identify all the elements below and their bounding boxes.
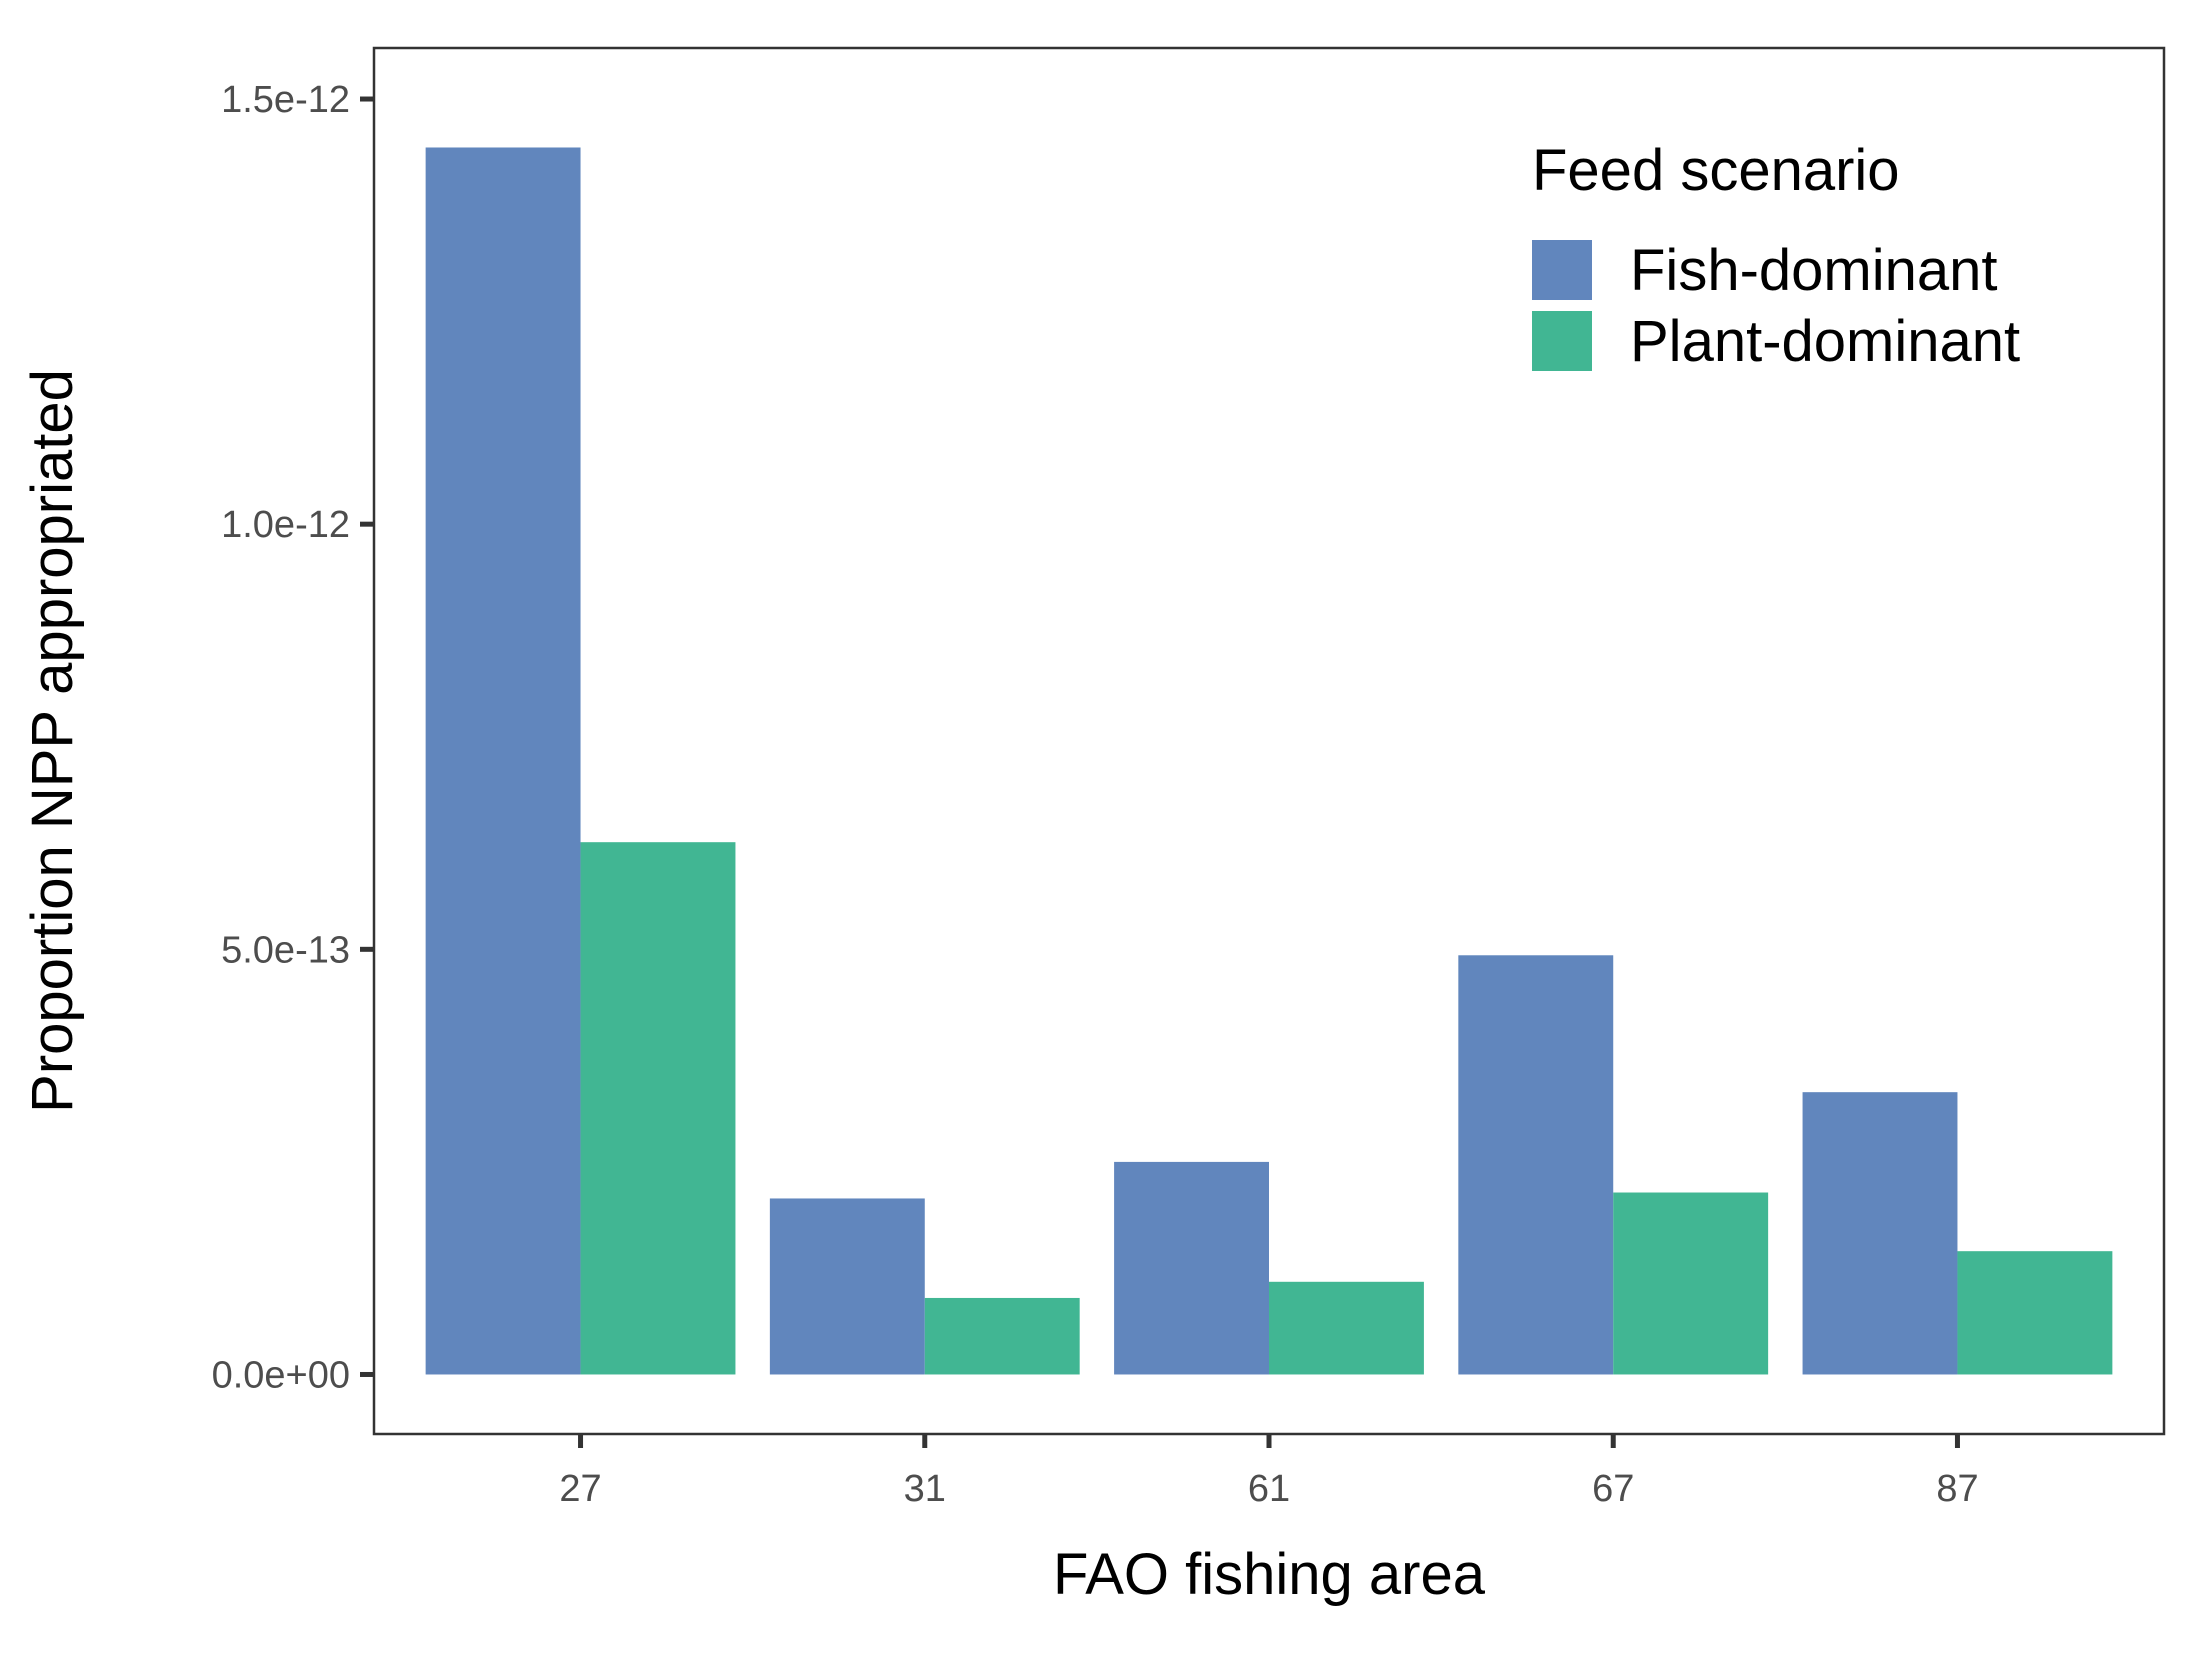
legend-title: Feed scenario xyxy=(1532,138,1900,203)
legend-key-plant-dominant xyxy=(1532,311,1592,371)
bars-layer xyxy=(425,147,2113,1375)
x-tick-label: 31 xyxy=(904,1468,946,1510)
y-tick-label: 1.5e-12 xyxy=(221,79,350,121)
legend: Feed scenario Fish-dominantPlant-dominan… xyxy=(1532,138,2020,374)
x-tick-label: 67 xyxy=(1592,1468,1634,1510)
bar-fish-dominant-31 xyxy=(769,1198,925,1375)
legend-label-plant-dominant: Plant-dominant xyxy=(1630,309,2020,374)
legend-label-fish-dominant: Fish-dominant xyxy=(1630,238,1997,303)
bar-plant-dominant-61 xyxy=(1269,1281,1424,1375)
x-axis-title: FAO fishing area xyxy=(1053,1542,1486,1607)
legend-key-fish-dominant xyxy=(1532,240,1592,300)
bar-fish-dominant-87 xyxy=(1802,1092,1958,1375)
bar-fish-dominant-67 xyxy=(1458,955,1614,1375)
bar-plant-dominant-87 xyxy=(1957,1251,2113,1375)
bar-plant-dominant-27 xyxy=(580,842,736,1375)
x-axis: 27 31 61 67 87 xyxy=(559,1434,1979,1510)
bar-fish-dominant-27 xyxy=(425,147,581,1375)
bar-plant-dominant-31 xyxy=(924,1297,1080,1375)
x-tick-label: 61 xyxy=(1248,1468,1290,1510)
x-tick-label: 27 xyxy=(559,1468,601,1510)
x-tick-label: 87 xyxy=(1936,1468,1978,1510)
y-tick-label: 0.0e+00 xyxy=(212,1354,350,1396)
y-tick-label: 1.0e-12 xyxy=(221,504,350,546)
bar-fish-dominant-61 xyxy=(1114,1161,1269,1375)
bar-plant-dominant-67 xyxy=(1613,1192,1769,1375)
y-axis: 0.0e+00 5.0e-13 1.0e-12 1.5e-12 xyxy=(212,79,374,1396)
y-axis-title: Proportion NPP appropriated xyxy=(20,369,85,1113)
y-tick-label: 5.0e-13 xyxy=(221,929,350,971)
